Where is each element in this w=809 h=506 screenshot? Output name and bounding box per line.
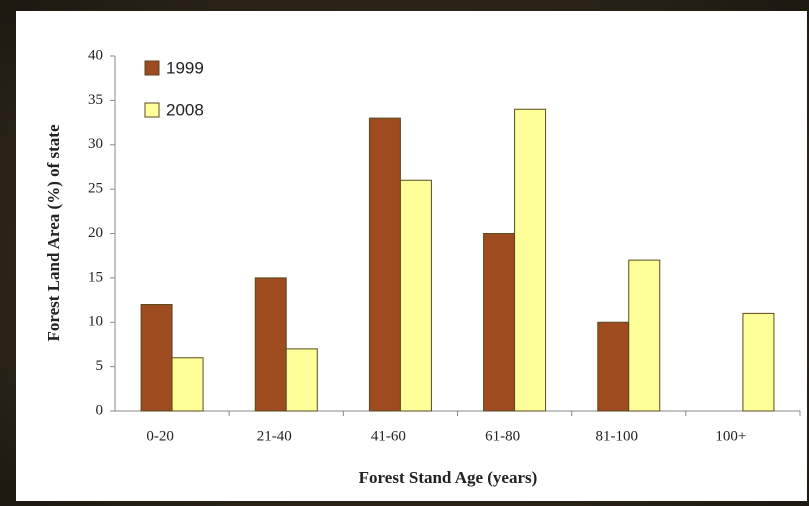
legend-swatch (144, 102, 160, 118)
bar (483, 233, 516, 412)
legend-label: 2008 (166, 100, 204, 119)
y-tick-label: 25 (88, 181, 103, 197)
y-tick-label: 40 (88, 47, 103, 63)
bar (742, 312, 775, 412)
bar (514, 108, 547, 412)
x-tick-label: 81-100 (596, 428, 639, 444)
x-tick-label: 100+ (715, 428, 746, 444)
y-axis-title: Forest Land Area (%) of state (44, 124, 63, 341)
x-tick-label: 21-40 (257, 428, 292, 444)
y-tick-label: 30 (88, 136, 103, 152)
x-tick-label: 61-80 (485, 428, 520, 444)
y-tick-label: 0 (96, 402, 104, 418)
y-tick-label: 15 (88, 269, 103, 285)
legend-swatch (144, 60, 160, 76)
x-tick-label: 41-60 (371, 428, 406, 444)
x-axis-title: Forest Stand Age (years) (359, 468, 538, 487)
y-tick-label: 10 (88, 314, 103, 330)
bar (597, 321, 630, 412)
legend-label: 1999 (166, 58, 204, 77)
bar (399, 179, 432, 412)
y-tick-label: 35 (88, 92, 103, 108)
x-tick-label: 0-20 (146, 428, 174, 444)
bar (171, 357, 204, 412)
bar (368, 117, 401, 412)
y-tick-label: 5 (96, 358, 104, 374)
y-tick-label: 20 (88, 225, 103, 241)
bar (285, 348, 318, 412)
bar (254, 277, 287, 412)
bar (140, 304, 173, 412)
bar (628, 259, 661, 412)
